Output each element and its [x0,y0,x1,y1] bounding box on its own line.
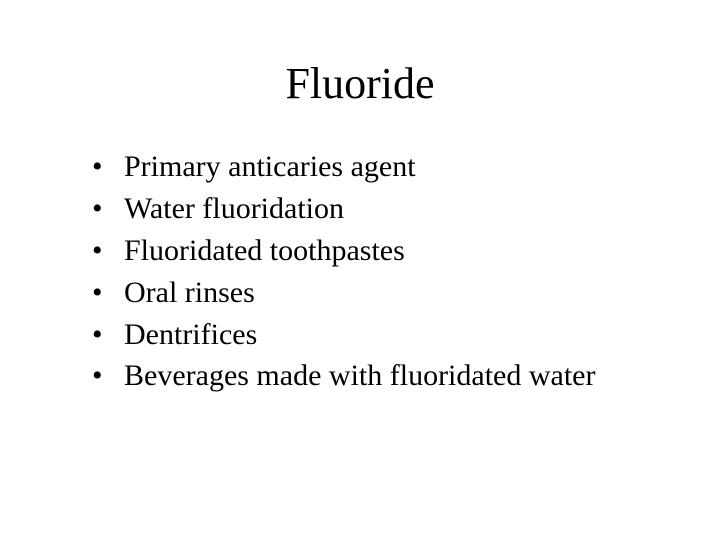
bullet-text: Dentrifices [124,315,680,355]
list-item: • Dentrifices [92,315,680,355]
list-item: • Primary anticaries agent [92,147,680,187]
bullet-icon: • [92,315,124,355]
slide-container: Fluoride • Primary anticaries agent • Wa… [0,0,720,540]
bullet-text: Primary anticaries agent [124,147,680,187]
bullet-icon: • [92,147,124,187]
list-item: • Oral rinses [92,273,680,313]
list-item: • Beverages made with fluoridated water [92,356,680,396]
slide-title: Fluoride [0,58,720,109]
bullet-text: Water fluoridation [124,189,680,229]
bullet-icon: • [92,231,124,271]
bullet-text: Fluoridated toothpastes [124,231,680,271]
bullet-text: Beverages made with fluoridated water [124,356,680,396]
list-item: • Fluoridated toothpastes [92,231,680,271]
list-item: • Water fluoridation [92,189,680,229]
bullet-icon: • [92,189,124,229]
bullet-list: • Primary anticaries agent • Water fluor… [0,147,720,396]
bullet-icon: • [92,356,124,396]
bullet-icon: • [92,273,124,313]
bullet-text: Oral rinses [124,273,680,313]
